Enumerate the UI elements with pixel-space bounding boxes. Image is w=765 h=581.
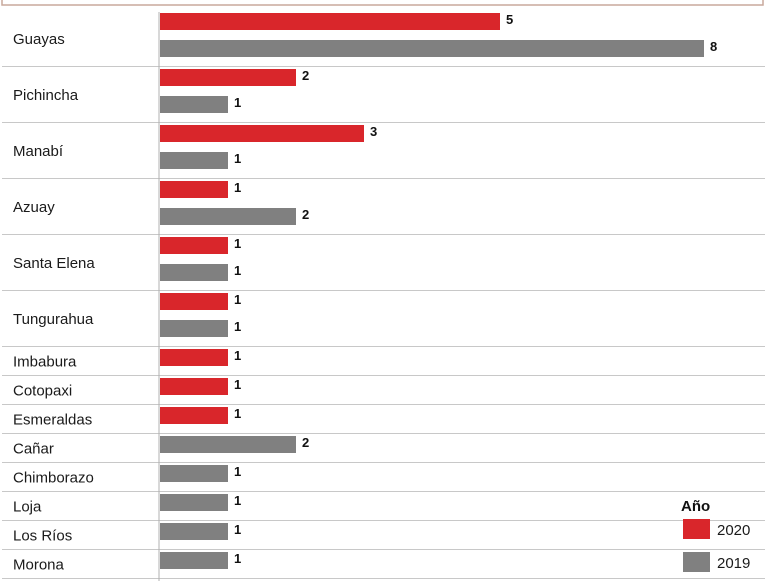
data-label-chimborazo-2019: 1: [234, 464, 241, 479]
data-label-tungurahua-2019: 1: [234, 319, 241, 334]
legend: Año 2020 2019: [681, 498, 750, 572]
category-label-santa-elena: Santa Elena: [13, 255, 95, 272]
category-label-loja: Loja: [13, 499, 42, 516]
category-label-esmeraldas: Esmeraldas: [13, 412, 92, 429]
top-frame: [1, 0, 764, 6]
legend-label-2020: 2020: [717, 522, 750, 539]
data-label-manabi-2020: 3: [370, 124, 377, 139]
legend-swatch-2019: [683, 552, 710, 572]
bar-tungurahua-2019: [160, 320, 228, 337]
bar-santa-elena-2020: [160, 237, 228, 254]
bar-azuay-2020: [160, 181, 228, 198]
bar-guayas-2019: [160, 40, 704, 57]
bar-pichincha-2019: [160, 96, 228, 113]
data-label-los-rios-2019: 1: [234, 522, 241, 537]
category-rows: Guayas Pichincha Manabí Azuay Santa Elena Tun…: [2, 31, 765, 579]
category-label-pichincha: Pichincha: [13, 87, 79, 104]
data-label-tungurahua-2020: 1: [234, 292, 241, 307]
bars: 582131121111111211111: [160, 12, 717, 581]
category-label-los-rios: Los Ríos: [13, 528, 72, 545]
data-label-guayas-2019: 8: [710, 39, 717, 54]
category-label-imbabura: Imbabura: [13, 354, 77, 371]
category-label-chimborazo: Chimborazo: [13, 470, 94, 487]
bar-esmeraldas-2020: [160, 407, 228, 424]
bar-chimborazo-2019: [160, 465, 228, 482]
data-label-azuay-2020: 1: [234, 180, 241, 195]
data-label-azuay-2019: 2: [302, 207, 309, 222]
bar-cotopaxi-2020: [160, 378, 228, 395]
data-label-manabi-2019: 1: [234, 151, 241, 166]
legend-title: Año: [681, 498, 710, 515]
data-label-morona-2019: 1: [234, 551, 241, 566]
bar-pichincha-2020: [160, 69, 296, 86]
bar-canar-2019: [160, 436, 296, 453]
data-label-cotopaxi-2020: 1: [234, 377, 241, 392]
data-label-pichincha-2020: 2: [302, 68, 309, 83]
bar-guayas-2020: [160, 13, 500, 30]
data-label-guayas-2020: 5: [506, 12, 513, 27]
bar-imbabura-2020: [160, 349, 228, 366]
bar-azuay-2019: [160, 208, 296, 225]
category-label-cotopaxi: Cotopaxi: [13, 383, 72, 400]
category-label-canar: Cañar: [13, 441, 54, 458]
bar-morona-2019: [160, 552, 228, 569]
category-label-morona: Morona: [13, 557, 65, 574]
bar-manabi-2019: [160, 152, 228, 169]
data-label-pichincha-2019: 1: [234, 95, 241, 110]
data-label-canar-2019: 2: [302, 435, 309, 450]
bar-tungurahua-2020: [160, 293, 228, 310]
bar-los-rios-2019: [160, 523, 228, 540]
data-label-santa-elena-2019: 1: [234, 263, 241, 278]
bar-manabi-2020: [160, 125, 364, 142]
data-label-santa-elena-2020: 1: [234, 236, 241, 251]
data-label-loja-2019: 1: [234, 493, 241, 508]
data-label-imbabura-2020: 1: [234, 348, 241, 363]
category-label-azuay: Azuay: [13, 199, 55, 216]
category-label-manabi: Manabí: [13, 143, 64, 160]
category-label-guayas: Guayas: [13, 31, 65, 48]
legend-label-2019: 2019: [717, 555, 750, 572]
legend-swatch-2020: [683, 519, 710, 539]
bar-santa-elena-2019: [160, 264, 228, 281]
bar-loja-2019: [160, 494, 228, 511]
data-label-esmeraldas-2020: 1: [234, 406, 241, 421]
category-label-tungurahua: Tungurahua: [13, 311, 94, 328]
